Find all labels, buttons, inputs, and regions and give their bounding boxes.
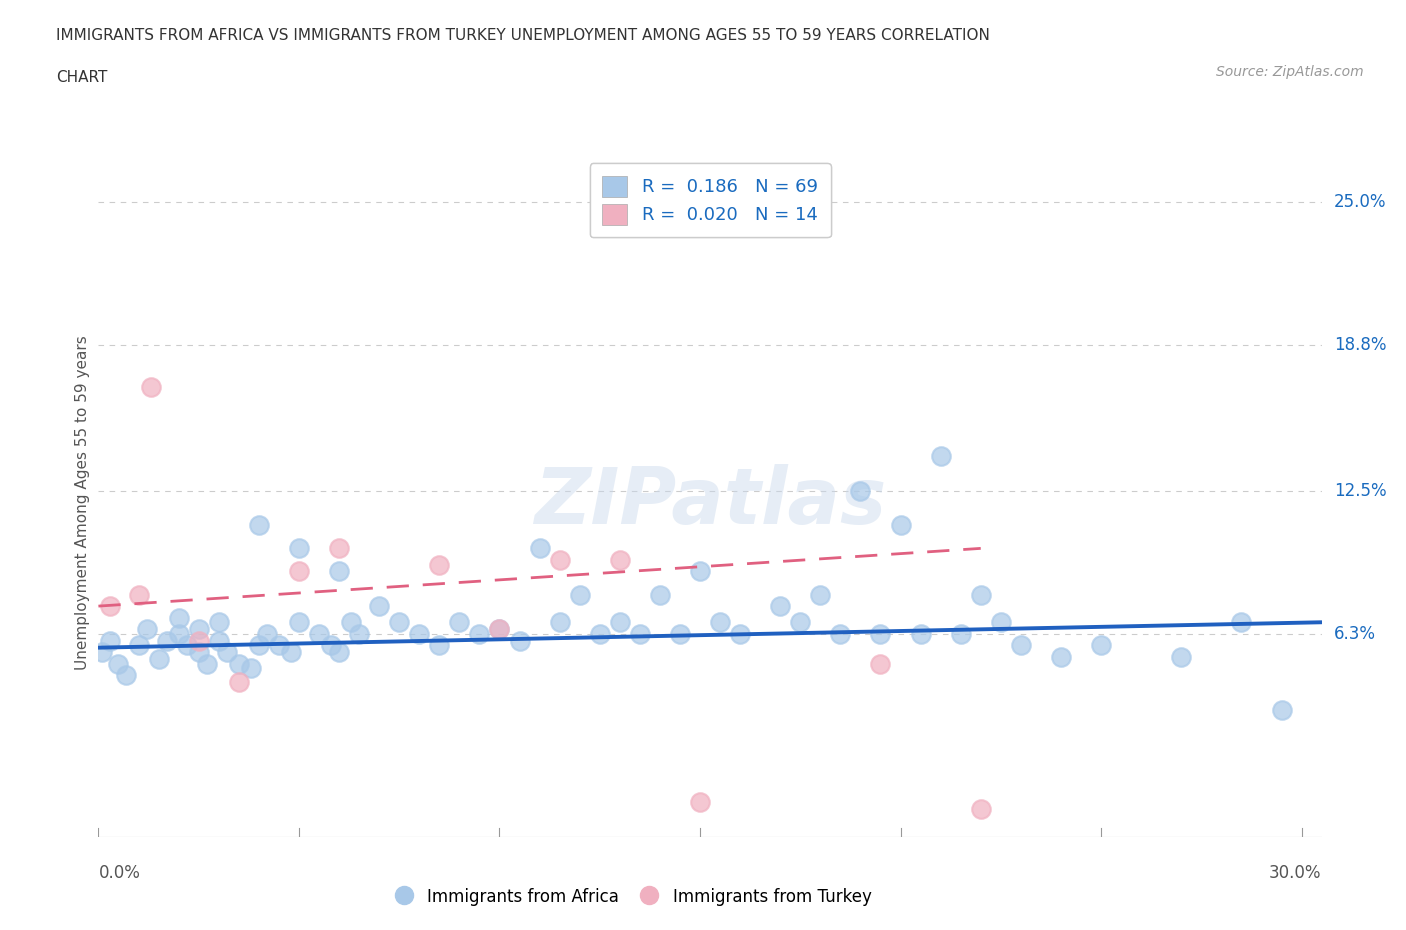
Point <box>869 657 891 671</box>
Y-axis label: Unemployment Among Ages 55 to 59 years: Unemployment Among Ages 55 to 59 years <box>75 335 90 670</box>
Point <box>689 795 711 810</box>
Point <box>208 633 231 648</box>
Point <box>488 622 510 637</box>
Legend: R =  0.186   N = 69, R =  0.020   N = 14: R = 0.186 N = 69, R = 0.020 N = 14 <box>589 163 831 237</box>
Point <box>228 657 250 671</box>
Point <box>155 633 177 648</box>
Point <box>830 627 852 642</box>
Point <box>228 675 250 690</box>
Point <box>648 587 671 602</box>
Point <box>468 627 491 642</box>
Point <box>215 644 238 659</box>
Point <box>408 627 430 642</box>
Point <box>1170 649 1192 664</box>
Point <box>529 541 551 556</box>
Point <box>187 644 209 659</box>
Point <box>609 552 631 567</box>
Point <box>789 615 811 630</box>
Text: 30.0%: 30.0% <box>1270 864 1322 882</box>
Point <box>139 379 162 394</box>
Point <box>208 615 231 630</box>
Point <box>728 627 751 642</box>
Point <box>328 564 350 578</box>
Text: 12.5%: 12.5% <box>1334 482 1386 499</box>
Point <box>187 633 209 648</box>
Point <box>368 599 391 614</box>
Point <box>548 615 571 630</box>
Text: 25.0%: 25.0% <box>1334 193 1386 211</box>
Point <box>239 661 262 676</box>
Point <box>195 657 218 671</box>
Point <box>319 638 342 653</box>
Point <box>1090 638 1112 653</box>
Point <box>388 615 411 630</box>
Legend: Immigrants from Africa, Immigrants from Turkey: Immigrants from Africa, Immigrants from … <box>387 881 879 912</box>
Point <box>709 615 731 630</box>
Point <box>328 644 350 659</box>
Point <box>427 638 450 653</box>
Point <box>609 615 631 630</box>
Point <box>449 615 471 630</box>
Point <box>949 627 972 642</box>
Point <box>288 541 311 556</box>
Text: 0.0%: 0.0% <box>98 864 141 882</box>
Point <box>256 627 278 642</box>
Point <box>176 638 198 653</box>
Point <box>628 627 651 642</box>
Point <box>128 638 150 653</box>
Point <box>187 622 209 637</box>
Point <box>347 627 370 642</box>
Point <box>247 518 270 533</box>
Point <box>970 802 993 817</box>
Text: Source: ZipAtlas.com: Source: ZipAtlas.com <box>1216 65 1364 79</box>
Point <box>1270 702 1292 717</box>
Point <box>328 541 350 556</box>
Point <box>889 518 911 533</box>
Point <box>308 627 330 642</box>
Point <box>135 622 157 637</box>
Point <box>808 587 831 602</box>
Point <box>548 552 571 567</box>
Point <box>267 638 290 653</box>
Point <box>929 448 952 463</box>
Point <box>148 652 170 667</box>
Point <box>128 587 150 602</box>
Point <box>1050 649 1073 664</box>
Point <box>488 622 510 637</box>
Point <box>427 557 450 572</box>
Point <box>100 599 122 614</box>
Text: 6.3%: 6.3% <box>1334 625 1376 643</box>
Point <box>340 615 363 630</box>
Point <box>589 627 612 642</box>
Text: 18.8%: 18.8% <box>1334 336 1386 354</box>
Point <box>910 627 932 642</box>
Point <box>167 610 190 625</box>
Point <box>1230 615 1253 630</box>
Point <box>568 587 591 602</box>
Point <box>849 484 872 498</box>
Text: IMMIGRANTS FROM AFRICA VS IMMIGRANTS FROM TURKEY UNEMPLOYMENT AMONG AGES 55 TO 5: IMMIGRANTS FROM AFRICA VS IMMIGRANTS FRO… <box>56 28 990 43</box>
Text: ZIPatlas: ZIPatlas <box>534 464 886 540</box>
Point <box>509 633 531 648</box>
Point <box>100 633 122 648</box>
Point <box>288 564 311 578</box>
Point <box>689 564 711 578</box>
Text: CHART: CHART <box>56 70 108 85</box>
Point <box>288 615 311 630</box>
Point <box>247 638 270 653</box>
Point <box>869 627 891 642</box>
Point <box>970 587 993 602</box>
Point <box>167 627 190 642</box>
Point <box>1010 638 1032 653</box>
Point <box>990 615 1012 630</box>
Point <box>280 644 302 659</box>
Point <box>107 657 129 671</box>
Point <box>115 668 138 683</box>
Point <box>91 644 114 659</box>
Point <box>769 599 792 614</box>
Point <box>669 627 692 642</box>
